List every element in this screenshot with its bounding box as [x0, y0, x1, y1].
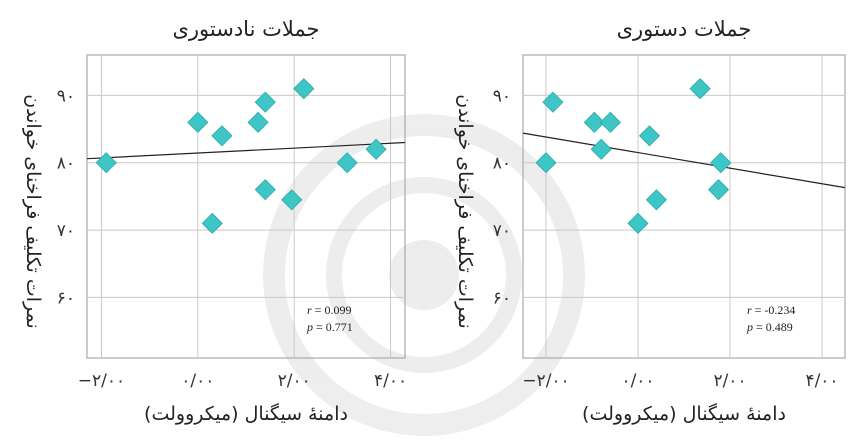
data-point-diamond: [254, 179, 276, 201]
data-point-diamond: [535, 152, 557, 174]
y-tick-label: ۹۰: [57, 86, 75, 106]
x-tick-label: ۲/۰۰: [278, 371, 311, 391]
data-point-diamond: [542, 91, 564, 113]
data-point-diamond: [247, 111, 269, 133]
p-annotation: p = 0.771: [306, 320, 353, 334]
data-point-diamond: [599, 111, 621, 133]
data-point-diamond: [590, 138, 612, 160]
x-tick-label: −۲/۰۰: [522, 371, 569, 391]
regression-line: [522, 132, 846, 189]
y-tick-label: ۶۰: [57, 288, 75, 308]
y-tick-label: ۷۰: [57, 221, 75, 241]
data-point-diamond: [254, 91, 276, 113]
data-point-diamond: [638, 125, 661, 147]
x-tick-label: ۲/۰۰: [713, 371, 746, 391]
r-annotation: r = 0.099: [307, 303, 351, 317]
y-axis-label: نمرات تکلیف فراخنای خواندن: [454, 94, 476, 329]
y-tick-label: ۹۰: [493, 86, 511, 106]
x-axis-label: دامنۀ سیگنال (میکروولت): [144, 402, 348, 425]
y-tick-label: ۷۰: [493, 221, 511, 241]
data-point-diamond: [293, 78, 315, 100]
data-point-diamond: [365, 138, 387, 160]
chart-title: جملات دستوری: [617, 17, 752, 41]
data-point-diamond: [689, 78, 711, 100]
x-tick-label: ۴/۰۰: [374, 371, 407, 391]
r-annotation: r = -0.234: [747, 303, 795, 317]
chart-title: جملات نادستوری: [172, 17, 319, 41]
data-point-diamond: [645, 189, 667, 211]
watermark-logo: [263, 114, 585, 436]
x-tick-label: ۰/۰۰: [181, 371, 214, 391]
y-tick-label: ۸۰: [57, 154, 75, 174]
scatter-panel-grammatical: −۲/۰۰ ۰/۰۰ ۲/۰۰ ۴/۰۰ ۶۰ ۷۰ ۸۰ ۹۰ r = -0.234 p = 0…: [454, 17, 846, 425]
x-tick-label: ۴/۰۰: [805, 371, 838, 391]
data-point-diamond: [710, 152, 732, 174]
data-point-diamond: [211, 125, 233, 147]
data-point-diamond: [627, 212, 649, 234]
data-point-diamond: [281, 189, 303, 211]
data-point-diamond: [707, 179, 730, 201]
x-tick-label: ۰/۰۰: [621, 371, 654, 391]
y-axis-label: نمرات تکلیف فراخنای خواندن: [22, 94, 44, 329]
x-axis-label: دامنۀ سیگنال (میکروولت): [582, 402, 786, 425]
scatter-panel-ungrammatical: −۲/۰۰ ۰/۰۰ ۲/۰۰ ۴/۰۰ ۶۰ ۷۰ ۸۰ ۹۰ r = 0.099 p = 0.…: [22, 17, 407, 425]
p-annotation: p = 0.489: [746, 320, 793, 334]
data-point-diamond: [583, 111, 605, 133]
x-tick-label: −۲/۰۰: [78, 371, 125, 391]
plot-frame: [522, 54, 846, 359]
regression-line: [86, 141, 406, 160]
data-point-diamond: [187, 111, 209, 133]
y-tick-label: ۶۰: [493, 288, 511, 308]
data-point-diamond: [95, 152, 117, 174]
data-point-diamond: [336, 152, 358, 174]
y-tick-label: ۸۰: [493, 154, 511, 174]
data-point-diamond: [201, 212, 223, 234]
plot-frame: [86, 54, 406, 359]
